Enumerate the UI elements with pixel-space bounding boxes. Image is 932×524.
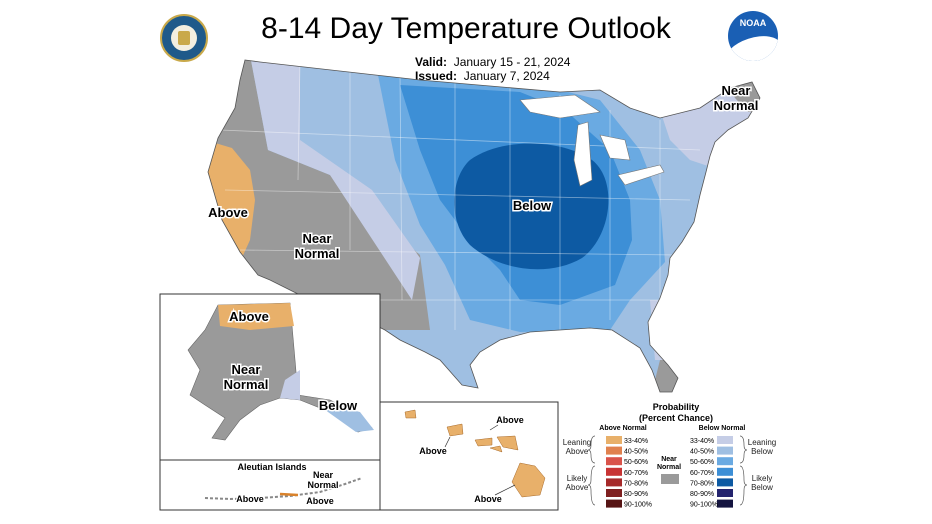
legend-below-swatch-5 [717, 489, 733, 497]
alaska-above-label: Above [229, 309, 269, 324]
near-normal-ne-label-1: Near [722, 83, 751, 98]
alaska-below-panhandle [320, 402, 374, 432]
map-title: 8-14 Day Temperature Outlook [261, 12, 671, 45]
legend-title-2: (Percent Chance) [639, 413, 713, 423]
legend-leaning-below-2: Below [751, 447, 773, 456]
aleutian-title: Aleutian Islands [237, 462, 306, 472]
legend-above-swatches: 33-40% 40-50% 50-60% 60-70% 70-80% 80-90% 90-1… [606, 436, 652, 509]
hawaii-above-label-3: Above [474, 494, 502, 504]
legend-below-swatch-6 [717, 499, 733, 508]
legend-below-swatches: 33-40% 40-50% 50-60% 60-70% 70-80% 80-90% 90-1… [690, 436, 733, 509]
legend-below-swatch-4 [717, 478, 733, 487]
hawaii-islands [404, 409, 546, 498]
legend-below-bin-label-4: 70-80% [690, 480, 714, 487]
legend-above-swatch-1 [606, 446, 622, 455]
valid-value: January 15 - 21, 2024 [453, 55, 571, 69]
legend-above-swatch-0 [606, 436, 622, 444]
leaning-below-west-band [250, 60, 420, 300]
legend-near-header-1: Near [661, 456, 677, 463]
legend-above-bin-label-3: 60-70% [624, 470, 648, 477]
legend-below-swatch-1 [717, 446, 733, 455]
legend-brace-leaning-below [739, 435, 748, 464]
legend-brace-likely-above [587, 465, 596, 506]
issued-value: January 7, 2024 [463, 69, 550, 83]
legend-near-normal-swatch [661, 474, 679, 484]
issued-label: Issued: [415, 69, 458, 83]
legend: Probability (Percent Chance) Above Norma… [563, 402, 776, 509]
legend-above-bin-label-6: 90-100% [624, 502, 652, 509]
alaska-near-normal-label-1: Near [232, 362, 261, 377]
legend-above-swatch-6 [606, 499, 622, 508]
near-normal-west-label-1: Near [303, 231, 332, 246]
legend-below-bin-label-6: 90-100% [690, 502, 718, 509]
hawaii-leader-lines [444, 424, 516, 496]
legend-below-header: Below Normal [699, 425, 746, 432]
legend-above-bin-label-4: 70-80% [624, 480, 648, 487]
legend-above-bin-label-2: 50-60% [624, 459, 648, 466]
commerce-seal-logo [160, 14, 208, 62]
legend-likely-above-2: Above [566, 483, 589, 492]
hawaii-above-label-1: Above [496, 415, 524, 425]
noaa-logo-text: NOAA [739, 18, 767, 28]
aleutian-above-islands [279, 492, 299, 497]
legend-below-bin-label-5: 80-90% [690, 491, 714, 498]
legend-leaning-below-1: Leaning [748, 438, 776, 447]
above-california-region [208, 140, 255, 262]
legend-below-bin-label-0: 33-40% [690, 438, 714, 445]
legend-below-bin-label-2: 50-60% [690, 459, 714, 466]
legend-below-bin-label-3: 60-70% [690, 470, 714, 477]
legend-near-header-2: Normal [657, 464, 681, 471]
legend-below-swatch-0 [717, 436, 733, 444]
above-west-label: Above [208, 205, 248, 220]
aleutian-islands [204, 477, 363, 501]
legend-above-bin-label-5: 80-90% [624, 491, 648, 498]
aleutian-near-normal-label-1: Near [313, 470, 334, 480]
below-70-80-region [454, 143, 609, 270]
great-lakes [519, 94, 665, 187]
legend-brace-leaning-above [587, 435, 596, 464]
alaska-below-label: Below [319, 398, 358, 413]
alaska-leaning-below-region [280, 370, 300, 400]
alaska-above-region [218, 303, 294, 330]
issued-date: Issued: January 7, 2024 [415, 69, 550, 83]
legend-below-bin-label-1: 40-50% [690, 449, 714, 456]
valid-dates: Valid: January 15 - 21, 2024 [415, 55, 570, 69]
legend-above-swatch-2 [606, 457, 622, 466]
legend-above-header: Above Normal [599, 425, 647, 432]
legend-brace-likely-below [739, 465, 748, 506]
legend-likely-above-1: Likely [567, 474, 587, 483]
legend-above-swatch-5 [606, 489, 622, 497]
alaska-near-normal-label-2: Normal [224, 377, 269, 392]
legend-above-swatch-3 [606, 467, 622, 476]
legend-title-1: Probability [653, 402, 700, 412]
legend-above-bin-label-0: 33-40% [624, 438, 648, 445]
legend-above-swatch-4 [606, 478, 622, 487]
near-normal-west-label-2: Normal [295, 246, 340, 261]
near-normal-west-region [208, 60, 430, 330]
hawaii-above-label-2: Above [419, 446, 447, 456]
legend-below-swatch-2 [717, 457, 733, 466]
legend-below-swatch-3 [717, 467, 733, 476]
aleutian-above-label-1: Above [236, 494, 264, 504]
aleutian-near-normal-label-2: Normal [307, 480, 338, 490]
legend-leaning-above-2: Above [566, 447, 589, 456]
legend-leaning-above-1: Leaning [563, 438, 591, 447]
noaa-logo: NOAA [728, 11, 778, 61]
near-normal-ne-label-2: Normal [714, 98, 759, 113]
valid-label: Valid: [415, 55, 448, 69]
legend-above-bin-label-1: 40-50% [624, 449, 648, 456]
legend-likely-below-1: Likely [752, 474, 772, 483]
aleutian-above-label-2: Above [306, 496, 334, 506]
legend-likely-below-2: Below [751, 483, 773, 492]
below-central-label: Below [513, 198, 552, 213]
